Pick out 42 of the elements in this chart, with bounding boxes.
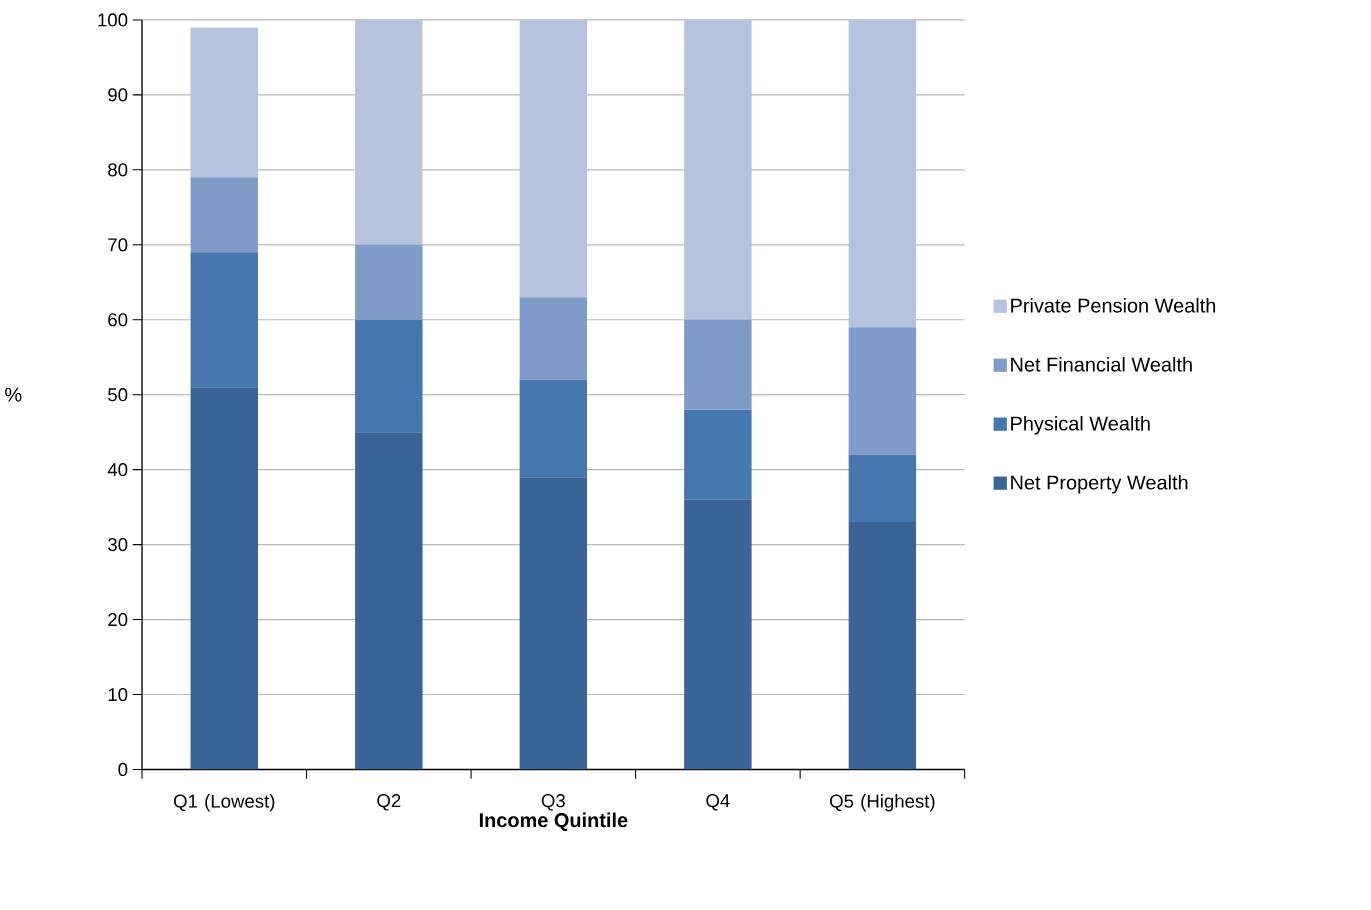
bar	[190, 177, 259, 253]
bar	[848, 19, 917, 328]
bar	[190, 27, 259, 178]
bar	[848, 522, 917, 770]
y-tick-label: 50	[108, 388, 128, 402]
x-tick-label: Q1 (Lowest)	[173, 794, 275, 812]
x-tick-label: Q2	[377, 794, 401, 811]
x-tick-label: Q5 (Highest)	[830, 794, 935, 812]
legend-label: Physical Wealth	[1011, 415, 1150, 435]
legend-label: Private Pension Wealth	[1011, 298, 1216, 313]
y-tick-label: 40	[107, 463, 128, 477]
bar	[684, 409, 752, 500]
bar	[355, 432, 423, 770]
y-tick-label: 80	[108, 163, 128, 177]
bar	[519, 19, 588, 298]
bar	[190, 387, 259, 770]
y-tick-label: 0	[118, 762, 128, 777]
bar	[355, 319, 423, 433]
bar	[190, 252, 259, 388]
bar	[355, 19, 423, 245]
bar	[519, 477, 588, 770]
bar	[519, 297, 588, 380]
bar	[848, 454, 917, 523]
x-tick-label: Q4	[706, 794, 730, 811]
y-tick-label: 20	[108, 612, 128, 627]
bar	[684, 319, 752, 410]
y-axis-title: %	[5, 387, 22, 402]
bar	[684, 19, 752, 320]
y-tick-label: 10	[108, 687, 128, 702]
y-tick-label: 60	[108, 313, 128, 327]
legend-label: Net Property Wealth	[1011, 474, 1188, 494]
bar	[684, 499, 752, 770]
bar	[848, 327, 917, 455]
x-tick-label: Q3	[541, 794, 565, 811]
y-tick-label: 30	[108, 538, 128, 552]
x-axis-title: Income Quintile	[479, 812, 628, 831]
bar	[355, 244, 423, 320]
bar	[519, 379, 588, 478]
y-tick-label: 90	[108, 88, 128, 102]
y-tick-label: 100	[98, 13, 128, 27]
legend-label: Net Financial Wealth	[1011, 357, 1192, 372]
y-tick-label: 70	[108, 238, 128, 252]
